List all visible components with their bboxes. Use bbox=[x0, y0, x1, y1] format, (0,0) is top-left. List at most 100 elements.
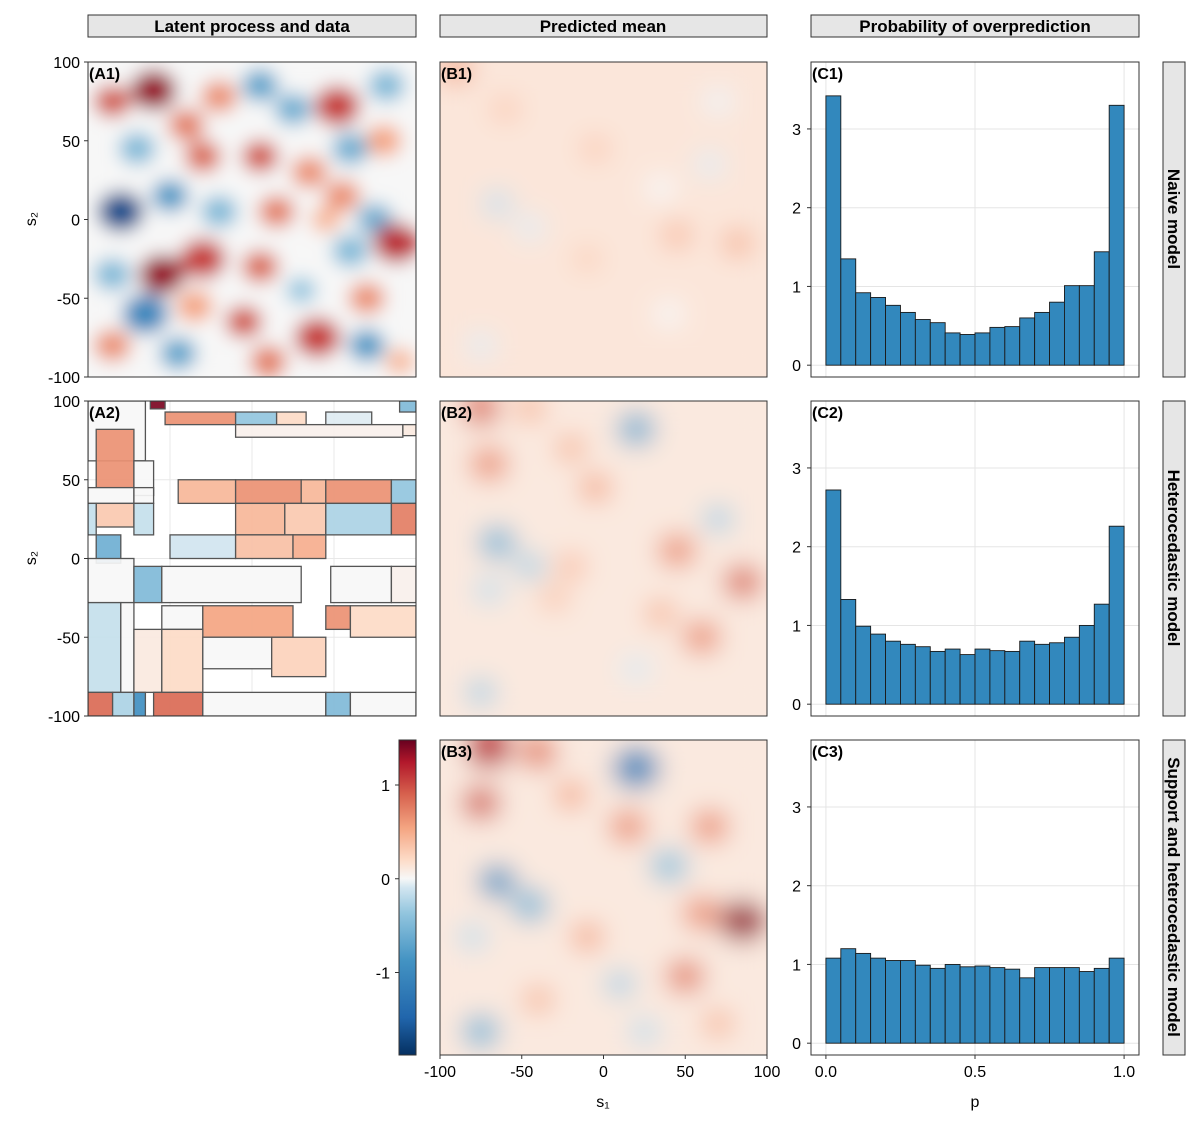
heatmap-blob bbox=[580, 474, 611, 501]
row-title-3-text: Support and heterocedastic model bbox=[1164, 757, 1183, 1037]
hist-ytick-label: 3 bbox=[792, 800, 801, 817]
heatmap-blob bbox=[179, 238, 226, 279]
a2-ytick-tick-label: 0 bbox=[71, 552, 80, 569]
hist-bar bbox=[1064, 636, 1080, 705]
heatmap-blob bbox=[482, 190, 513, 217]
heatmap-blob bbox=[441, 62, 472, 83]
heatmap-blob bbox=[364, 124, 402, 157]
heatmap-blob bbox=[168, 109, 205, 141]
a2-areal-rect bbox=[161, 565, 302, 604]
a2-areal-rect bbox=[234, 423, 404, 438]
heatmap-blob bbox=[722, 230, 753, 257]
heatmap-blob bbox=[580, 135, 611, 162]
hist-bar bbox=[1064, 967, 1080, 1044]
a2-areal-rect bbox=[133, 486, 155, 505]
heatmap-blob bbox=[200, 80, 238, 113]
panel-b2-predicted-mean: (B2) bbox=[439, 400, 768, 717]
strip-title-col3: Probability of overprediction bbox=[810, 14, 1140, 38]
heatmap-blob bbox=[645, 175, 676, 201]
hist-bar bbox=[1108, 957, 1125, 1044]
hist-bar bbox=[1019, 317, 1036, 366]
colorbar-tick-label: -1 bbox=[376, 966, 390, 983]
hist-bar bbox=[1049, 967, 1065, 1044]
heatmap-blob bbox=[724, 566, 761, 599]
heatmap-blob bbox=[703, 1010, 733, 1037]
heatmap-blob bbox=[683, 621, 720, 654]
hist-bar bbox=[944, 963, 961, 1044]
heatmap-blob bbox=[176, 290, 214, 323]
xlabel-s1: s₁ bbox=[596, 1094, 609, 1111]
heatmap-blob bbox=[462, 1015, 500, 1048]
heatmap-field bbox=[440, 740, 767, 1055]
heatmap-blob bbox=[470, 448, 508, 480]
heatmap-blob bbox=[490, 96, 521, 123]
hist-bar bbox=[900, 960, 916, 1044]
a2-ytick-tick-label: 50 bbox=[62, 473, 80, 490]
ylabel-row1: s₂ bbox=[23, 212, 40, 226]
hist-bar bbox=[929, 322, 946, 366]
b3-xtick-label: 100 bbox=[754, 1064, 781, 1081]
hist-bar bbox=[825, 957, 842, 1044]
a2-ytick-tick-label: 100 bbox=[53, 394, 80, 411]
a2-rectangles bbox=[88, 401, 416, 716]
colorbar-gradient bbox=[398, 739, 417, 1056]
a2-areal-rect bbox=[402, 423, 416, 437]
hist-bar bbox=[900, 311, 916, 366]
a2-areal-rect bbox=[325, 605, 352, 631]
heatmap-blob bbox=[94, 258, 131, 291]
a2-areal-rect bbox=[325, 479, 393, 505]
hist-bar bbox=[885, 304, 901, 366]
heatmap-blob bbox=[645, 600, 676, 627]
heatmap-blob bbox=[555, 435, 586, 462]
a2-areal-rect bbox=[325, 502, 393, 536]
a2-areal-rect bbox=[120, 601, 135, 694]
a1-ytick-tick-label: -100 bbox=[48, 370, 80, 387]
heatmap-blob bbox=[294, 317, 341, 358]
a1-ytick-tick-label: 50 bbox=[62, 134, 80, 151]
a2-areal-rect bbox=[234, 479, 302, 505]
strip-title-col2: Predicted mean bbox=[439, 14, 768, 38]
heatmap-blob bbox=[225, 305, 263, 338]
row-title-3: Support and heterocedastic model bbox=[1162, 739, 1186, 1056]
a2-areal-rect bbox=[300, 479, 327, 505]
heatmap-blob bbox=[314, 86, 361, 127]
panel-a2-areal-data: (A2) -100 -50 0 50 100 bbox=[48, 394, 417, 726]
hist-bar bbox=[929, 650, 946, 705]
b3-xtick-label: -100 bbox=[424, 1064, 456, 1081]
a2-areal-rect bbox=[88, 557, 135, 604]
hist-bar bbox=[1078, 624, 1095, 705]
a2-ytick-tick-label: -50 bbox=[57, 630, 80, 647]
panel-frame-c2 bbox=[810, 400, 1140, 717]
heatmap-blob bbox=[286, 277, 317, 304]
a2-areal-rect bbox=[161, 628, 204, 694]
heatmap-blob bbox=[94, 329, 131, 362]
hist-bar bbox=[855, 625, 872, 705]
a2-areal-rect bbox=[169, 534, 237, 560]
a2-areal-rect bbox=[284, 502, 327, 536]
hist-bar bbox=[1078, 285, 1095, 366]
heatmap-blob bbox=[519, 740, 557, 769]
panel-frame-c1 bbox=[810, 61, 1140, 378]
heatmap-blob bbox=[511, 889, 549, 922]
a2-areal-rect bbox=[133, 628, 163, 694]
hist-bar bbox=[914, 964, 931, 1044]
heatmap-blob bbox=[478, 526, 516, 559]
a2-areal-rect bbox=[88, 486, 135, 505]
hist-bar bbox=[1034, 643, 1050, 705]
hist-bar bbox=[989, 650, 1006, 705]
a2-areal-rect bbox=[325, 411, 373, 426]
hist-ytick-label: 2 bbox=[792, 879, 801, 896]
hist-bar bbox=[885, 960, 901, 1044]
heatmap-blob bbox=[514, 553, 545, 580]
panel-b1-predicted-mean: (B1) bbox=[439, 61, 768, 378]
a2-areal-rect bbox=[88, 502, 97, 536]
panel-b3-predicted-mean: (B3) -100 -50 0 50 100 bbox=[424, 739, 781, 1081]
strip-title-col3-text: Probability of overprediction bbox=[859, 17, 1090, 36]
a1-ytick-tick-label: 100 bbox=[53, 55, 80, 72]
heatmap-blob bbox=[629, 1018, 660, 1045]
a2-ytick-tick-label: -100 bbox=[48, 709, 80, 726]
heatmap-blob bbox=[373, 223, 416, 264]
a2-areal-rect bbox=[234, 534, 294, 560]
heatmap-blob bbox=[555, 553, 586, 580]
